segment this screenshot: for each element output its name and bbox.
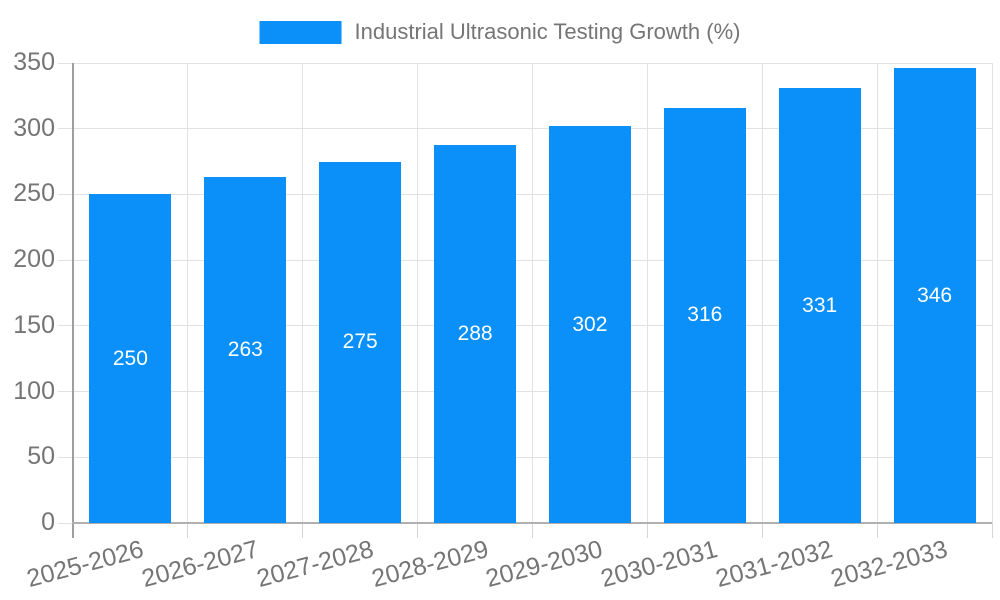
y-axis-tick-label: 350 [13,48,55,76]
x-axis-tick [302,523,304,538]
x-axis-label: 2031-2032 [712,535,836,594]
x-axis-label: 2025-2026 [23,535,147,594]
y-axis-tick-label: 200 [13,245,55,274]
x-gridline [417,63,419,523]
bar[interactable]: 288 [434,144,517,523]
bar-value-label: 346 [917,283,953,307]
y-gridline [58,62,992,64]
x-gridline [876,63,878,523]
x-gridline [302,63,304,523]
y-gridline [58,325,992,327]
bar-value-label: 302 [572,312,608,336]
y-axis-tick-label: 100 [13,376,55,405]
y-gridline [58,128,992,130]
bar[interactable]: 316 [663,107,746,523]
bar[interactable]: 302 [548,126,631,523]
x-axis-tick [761,523,763,538]
x-gridline [187,63,189,523]
bar-value-label: 331 [802,293,838,317]
y-axis-tick-label: 150 [13,310,55,339]
bar[interactable]: 250 [89,194,172,523]
x-axis-tick [876,523,878,538]
y-axis-tick-label: 0 [41,508,55,536]
y-axis-tick-label: 250 [13,179,55,208]
legend-swatch-icon [259,20,342,44]
legend-label: Industrial Ultrasonic Testing Growth (%) [354,19,741,44]
x-axis-label: 2032-2033 [827,535,951,594]
x-gridline [646,63,648,523]
chart-legend: Industrial Ultrasonic Testing Growth (%) [259,19,741,45]
bar[interactable]: 331 [778,88,861,523]
y-gridline [58,456,992,458]
bar[interactable]: 275 [319,161,402,523]
x-axis-tick [646,523,648,538]
y-gridline [58,259,992,261]
x-axis-label: 2027-2028 [253,535,377,594]
x-axis-tick [532,523,533,538]
x-gridline [991,63,993,523]
x-axis-label: 2026-2027 [138,535,262,594]
bar-value-label: 263 [227,338,263,362]
y-gridline [58,193,992,195]
x-gridline [761,63,763,523]
y-axis-tick-label: 50 [27,442,55,471]
bar[interactable]: 346 [893,68,976,523]
bar-value-label: 316 [687,303,723,327]
x-axis-tick [417,523,419,538]
bar-value-label: 288 [457,321,493,345]
x-axis-label: 2029-2030 [483,535,606,594]
x-axis-line [72,522,992,524]
y-gridline [58,391,992,393]
bar-value-label: 250 [112,346,148,370]
bar[interactable]: 263 [204,177,287,523]
x-gridline [532,63,533,523]
x-axis-label: 2030-2031 [598,535,721,594]
y-axis-tick-label: 300 [13,113,55,142]
x-axis-label: 2028-2029 [368,535,492,594]
bar-value-label: 275 [342,330,378,354]
x-axis-tick [991,523,993,538]
y-axis-line [72,63,74,538]
x-axis-tick [187,523,189,538]
